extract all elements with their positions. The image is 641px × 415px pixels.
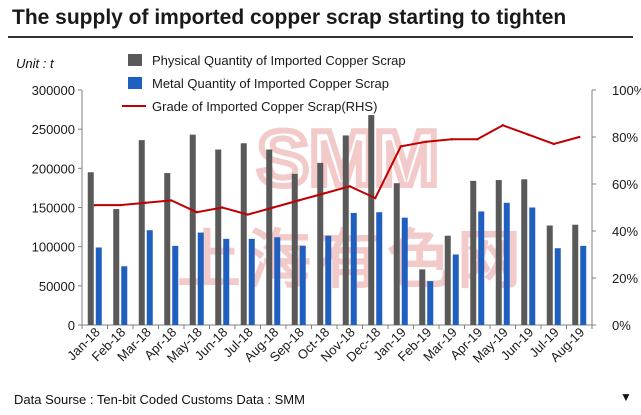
bar-metal-quantity xyxy=(223,238,230,325)
bar-physical-quantity xyxy=(495,180,502,325)
grade-point xyxy=(348,185,351,188)
grade-point xyxy=(374,196,377,200)
grade-point xyxy=(399,145,402,148)
bar-metal-quantity xyxy=(401,217,408,325)
bar-physical-quantity xyxy=(317,162,324,325)
bar-physical-quantity xyxy=(164,173,171,325)
grade-point xyxy=(297,199,300,202)
y-left-tick-label: 250000 xyxy=(32,122,75,137)
bar-metal-quantity xyxy=(95,247,102,325)
grade-point xyxy=(527,133,530,136)
legend-physical-swatch xyxy=(128,54,142,66)
y-right-tick-label: 0% xyxy=(612,318,631,333)
grade-point xyxy=(425,140,428,143)
y-left-tick-label: 200000 xyxy=(32,161,75,176)
bar-physical-quantity xyxy=(87,172,94,325)
bar-physical-quantity xyxy=(470,180,477,325)
bar-metal-quantity xyxy=(197,232,204,325)
y-left-tick-label: 100000 xyxy=(32,240,75,255)
bar-metal-quantity xyxy=(376,212,383,325)
grade-point xyxy=(450,138,453,141)
grade-line xyxy=(94,124,580,216)
bar-physical-quantity xyxy=(138,140,145,325)
grade-point xyxy=(323,192,326,195)
bar-metal-quantity xyxy=(172,245,179,325)
y-right-tick-label: 60% xyxy=(612,177,638,192)
grade-point xyxy=(221,206,224,209)
bar-physical-quantity xyxy=(266,149,273,325)
watermark-chinese: 上海有色网 xyxy=(177,224,527,298)
bar-physical-quantity xyxy=(546,225,553,325)
bar-metal-quantity xyxy=(248,238,255,325)
grade-point xyxy=(119,203,122,207)
legend-metal-swatch xyxy=(128,77,142,89)
grade-point xyxy=(144,201,147,204)
title-divider xyxy=(8,36,633,38)
grade-point xyxy=(272,206,275,209)
y-left-tick-label: 0 xyxy=(68,318,75,333)
legend-grade-label: Grade of Imported Copper Scrap(RHS) xyxy=(152,99,377,114)
bar-metal-quantity xyxy=(554,248,561,325)
grade-point xyxy=(246,213,249,216)
grade-point xyxy=(170,199,173,202)
bar-metal-quantity xyxy=(580,245,587,325)
data-source: Data Sourse : Ten-bit Coded Customs Data… xyxy=(14,392,305,407)
y-left-tick-label: 50000 xyxy=(39,279,75,294)
y-right-tick-label: 80% xyxy=(612,130,638,145)
corner-triangle-icon: ▼ xyxy=(620,390,632,404)
y-right-tick-label: 20% xyxy=(612,271,638,286)
bar-metal-quantity xyxy=(529,207,536,325)
chart-title: The supply of imported copper scrap star… xyxy=(12,6,567,29)
bar-physical-quantity xyxy=(368,115,375,325)
bar-metal-quantity xyxy=(452,254,459,325)
y-left-tick-label: 300000 xyxy=(32,83,75,98)
grade-point xyxy=(552,142,555,146)
bar-metal-quantity xyxy=(146,230,153,325)
bar-physical-quantity xyxy=(189,134,196,325)
bar-physical-quantity xyxy=(419,269,426,325)
bar-metal-quantity xyxy=(325,235,332,325)
grade-point xyxy=(195,211,198,214)
bar-physical-quantity xyxy=(240,143,247,325)
y-right-tick-label: 40% xyxy=(612,224,638,239)
y-right-tick-label: 100% xyxy=(612,83,641,98)
title-bar: The supply of imported copper scrap star… xyxy=(0,0,641,40)
bar-metal-quantity xyxy=(350,212,357,325)
grade-point xyxy=(578,135,581,139)
grade-point xyxy=(501,124,504,127)
bar-physical-quantity xyxy=(572,224,579,325)
grade-point xyxy=(476,138,479,141)
bar-physical-quantity xyxy=(215,149,222,325)
bar-metal-quantity xyxy=(503,202,510,325)
grade-point xyxy=(93,203,96,207)
bar-physical-quantity xyxy=(521,179,528,325)
bar-metal-quantity xyxy=(121,266,128,325)
legend-metal-label: Metal Quantity of Imported Copper Scrap xyxy=(152,76,389,91)
legend-physical-label: Physical Quantity of Imported Copper Scr… xyxy=(152,53,406,68)
bar-metal-quantity xyxy=(274,237,281,325)
unit-label: Unit : t xyxy=(16,56,54,71)
bar-physical-quantity xyxy=(342,135,349,325)
bar-physical-quantity xyxy=(444,235,451,325)
bar-metal-quantity xyxy=(478,211,485,325)
bar-metal-quantity xyxy=(427,281,434,325)
bar-physical-quantity xyxy=(113,209,120,325)
bar-physical-quantity xyxy=(291,173,298,325)
bar-physical-quantity xyxy=(393,183,400,325)
y-left-tick-label: 150000 xyxy=(32,201,75,216)
bar-metal-quantity xyxy=(299,245,306,325)
